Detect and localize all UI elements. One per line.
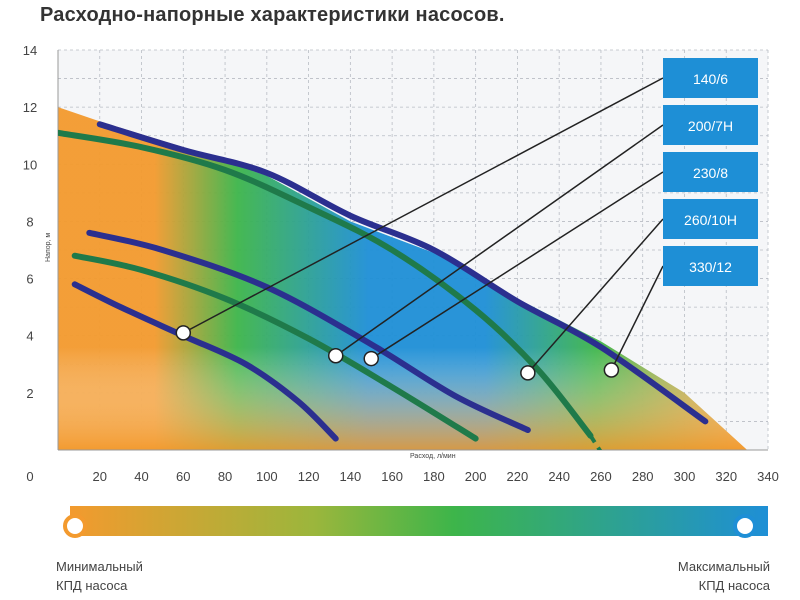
leader-line [335,124,664,357]
series-marker [520,365,536,381]
series-line [71,252,479,442]
y-tick-label: 4 [26,329,33,344]
x-tick-label: 280 [632,469,654,484]
y-axis-label: Напор, м [45,233,52,262]
y-tick-label: 14 [23,43,37,58]
max-efficiency-label: Максимальный КПД насоса [678,557,770,595]
x-tick-label: 320 [715,469,737,484]
x-tick-label: 20 [93,469,107,484]
series-label: 140/6 [693,71,728,87]
chart-title: Расходно-напорные характеристики насосов… [40,4,505,26]
series-label-box [663,246,758,286]
series-label-box [663,152,758,192]
series-line [71,281,339,442]
x-tick-label: 200 [465,469,487,484]
series-label: 330/12 [689,259,732,275]
x-tick-label: 80 [218,469,232,484]
x-axis-label: Расход, л/мин [410,453,456,460]
x-tick-label: 260 [590,469,612,484]
series-line [86,229,531,433]
series-label-box [663,199,758,239]
series-markers [175,325,620,381]
series-curves [58,121,709,450]
x-tick-label: 220 [507,469,529,484]
leader-line [182,77,664,334]
x-tick-label: 300 [674,469,696,484]
y-tick-label: 2 [26,386,33,401]
y-tick-label: 8 [26,214,33,229]
series-label-box [663,58,758,98]
series-marker [363,350,379,367]
series-line [96,121,709,425]
x-tick-labels: 0 20 40 60 80 100 120 140 160 180 200 220 240 260 280 3… [26,469,778,484]
series-label-boxes: 140/6 200/7H 230/8 260/10H 330/12 [663,58,758,286]
x-tick-label: 340 [757,469,779,484]
y-tick-labels: 2 4 6 8 10 12 14 [23,43,37,401]
x-tick-label: 160 [381,469,403,484]
max-efficiency-line2: КПД насоса [698,578,770,593]
max-efficiency-marker [733,514,757,538]
x-tick-label: 40 [134,469,148,484]
leader-line [527,218,664,374]
series-label: 260/10H [684,212,737,228]
series-line [58,129,594,439]
min-efficiency-line1: Минимальный [56,559,143,574]
leader-line [370,171,664,360]
x-tick-label: 180 [423,469,445,484]
series-label: 230/8 [693,165,728,181]
x-tick-label: 240 [548,469,570,484]
series-marker [603,362,620,378]
series-marker [175,325,192,341]
y-tick-label: 12 [23,100,37,115]
efficiency-zone-shade [58,107,748,450]
series-label: 200/7H [688,118,733,134]
x-tick-label: 140 [340,469,362,484]
leader-line [610,265,664,371]
y-tick-label: 6 [26,272,33,287]
min-efficiency-label: Минимальный КПД насоса [56,557,143,595]
y-tick-label: 10 [23,157,37,172]
x-tick-label: 60 [176,469,190,484]
efficiency-legend-bar [70,506,768,536]
x-tick-label: 0 [26,469,33,484]
max-efficiency-line1: Максимальный [677,559,770,574]
series-marker [327,347,344,364]
min-efficiency-line2: КПД насоса [56,578,128,593]
x-tick-label: 100 [256,469,278,484]
series-label-box [663,105,758,145]
leader-lines [182,77,664,374]
x-tick-label: 120 [298,469,320,484]
min-efficiency-marker [63,514,87,538]
